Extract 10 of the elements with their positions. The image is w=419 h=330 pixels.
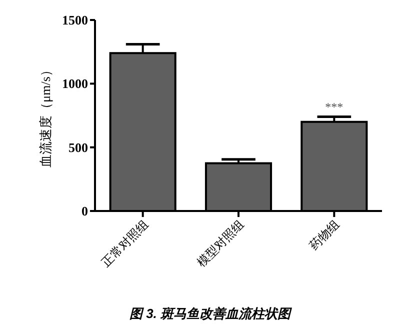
x-tick-label: 模型对照组: [194, 217, 247, 270]
text: 图 3. 斑马鱼改善血流柱状图: [129, 306, 293, 321]
x-tick-label: 药物组: [306, 217, 342, 253]
x-tick-label: 正常对照组: [98, 217, 151, 270]
y-axis-title: 血流速度（μm/s）: [38, 64, 53, 168]
y-tick-label: 1000: [62, 76, 88, 92]
y-tick-label: 1500: [62, 12, 88, 28]
annotation: ***: [325, 100, 344, 114]
y-tick-label: 500: [68, 140, 88, 155]
y-tick-label: 0: [82, 204, 88, 218]
